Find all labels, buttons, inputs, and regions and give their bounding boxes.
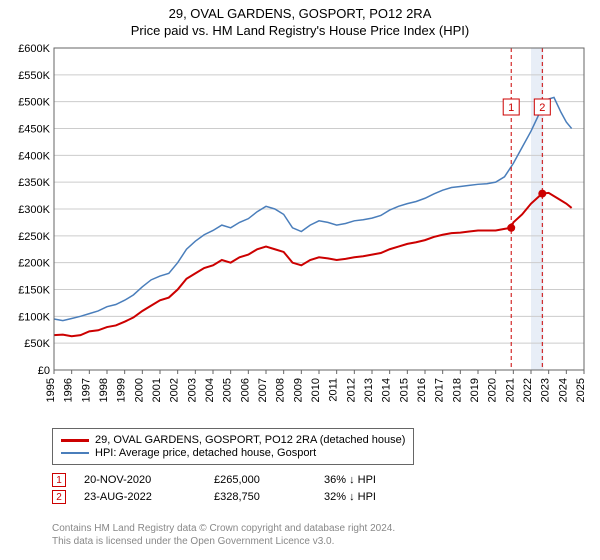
legend-text-1: HPI: Average price, detached house, Gosp…	[95, 447, 316, 459]
legend-item-0: 29, OVAL GARDENS, GOSPORT, PO12 2RA (det…	[61, 434, 405, 446]
svg-text:2001: 2001	[151, 378, 163, 402]
pct-val-1: 32%	[324, 491, 346, 503]
pct-vs-0: HPI	[358, 474, 376, 486]
svg-text:2000: 2000	[133, 378, 145, 402]
svg-text:£200K: £200K	[18, 258, 50, 270]
svg-text:2011: 2011	[328, 378, 340, 402]
svg-text:2007: 2007	[257, 378, 269, 402]
svg-text:1995: 1995	[45, 378, 57, 402]
svg-text:£0: £0	[38, 365, 50, 377]
svg-text:2008: 2008	[275, 378, 287, 402]
svg-text:£600K: £600K	[18, 44, 50, 55]
chart-svg: £0 £50K £100K £150K £200K £250K £300K £350K £400…	[10, 44, 590, 414]
chart-container: 29, OVAL GARDENS, GOSPORT, PO12 2RA Pric…	[0, 0, 600, 560]
svg-text:£550K: £550K	[18, 70, 50, 82]
legend-swatch-1	[61, 452, 89, 454]
svg-text:2003: 2003	[186, 378, 198, 402]
transaction-date-0: 20-NOV-2020	[84, 474, 214, 486]
svg-text:2021: 2021	[504, 378, 516, 402]
transaction-pct-0: 36% ↓ HPI	[324, 474, 414, 486]
svg-text:£150K: £150K	[18, 285, 50, 297]
svg-text:2018: 2018	[451, 378, 463, 402]
svg-text:2023: 2023	[540, 378, 552, 402]
title-sub: Price paid vs. HM Land Registry's House …	[0, 23, 600, 38]
svg-text:2: 2	[539, 102, 545, 114]
transaction-marker-1: 2	[52, 490, 66, 504]
svg-text:2010: 2010	[310, 378, 322, 402]
svg-text:1998: 1998	[98, 378, 110, 402]
svg-text:2005: 2005	[222, 378, 234, 402]
pct-arrow-0: ↓	[349, 474, 355, 486]
svg-text:£50K: £50K	[24, 338, 50, 350]
svg-text:£500K: £500K	[18, 97, 50, 109]
footer: Contains HM Land Registry data © Crown c…	[52, 522, 395, 548]
svg-text:£450K: £450K	[18, 124, 50, 136]
svg-text:2012: 2012	[345, 378, 357, 402]
svg-text:£250K: £250K	[18, 231, 50, 243]
table-row: 1 20-NOV-2020 £265,000 36% ↓ HPI	[52, 473, 414, 487]
transaction-marker-0-label: 1	[56, 475, 62, 486]
svg-text:2009: 2009	[292, 378, 304, 402]
title-main: 29, OVAL GARDENS, GOSPORT, PO12 2RA	[0, 6, 600, 21]
transaction-pct-1: 32% ↓ HPI	[324, 491, 414, 503]
svg-text:2002: 2002	[169, 378, 181, 402]
svg-text:2006: 2006	[239, 378, 251, 402]
svg-text:2025: 2025	[575, 378, 587, 402]
legend-text-0: 29, OVAL GARDENS, GOSPORT, PO12 2RA (det…	[95, 434, 405, 446]
legend-swatch-0	[61, 439, 89, 442]
svg-text:2020: 2020	[487, 378, 499, 402]
transaction-marker-0: 1	[52, 473, 66, 487]
svg-text:£350K: £350K	[18, 177, 50, 189]
footer-line-1: Contains HM Land Registry data © Crown c…	[52, 522, 395, 535]
svg-text:£100K: £100K	[18, 311, 50, 323]
svg-text:£400K: £400K	[18, 150, 50, 162]
transaction-marker-1-label: 2	[56, 492, 62, 503]
svg-text:2014: 2014	[381, 378, 393, 402]
chart-area: £0 £50K £100K £150K £200K £250K £300K £350K £400…	[10, 44, 590, 414]
transaction-price-1: £328,750	[214, 491, 324, 503]
svg-text:2019: 2019	[469, 378, 481, 402]
svg-text:2013: 2013	[363, 378, 375, 402]
svg-text:2017: 2017	[434, 378, 446, 402]
legend: 29, OVAL GARDENS, GOSPORT, PO12 2RA (det…	[52, 428, 414, 465]
transaction-price-0: £265,000	[214, 474, 324, 486]
pct-val-0: 36%	[324, 474, 346, 486]
svg-text:1999: 1999	[116, 378, 128, 402]
transaction-date-1: 23-AUG-2022	[84, 491, 214, 503]
table-row: 2 23-AUG-2022 £328,750 32% ↓ HPI	[52, 490, 414, 504]
svg-text:£300K: £300K	[18, 204, 50, 216]
transactions-table: 1 20-NOV-2020 £265,000 36% ↓ HPI 2 23-AU…	[52, 470, 414, 507]
legend-item-1: HPI: Average price, detached house, Gosp…	[61, 447, 405, 459]
svg-text:2004: 2004	[204, 378, 216, 402]
svg-text:2022: 2022	[522, 378, 534, 402]
titles: 29, OVAL GARDENS, GOSPORT, PO12 2RA Pric…	[0, 0, 600, 38]
footer-line-2: This data is licensed under the Open Gov…	[52, 535, 395, 548]
svg-text:1: 1	[508, 102, 514, 114]
svg-text:2016: 2016	[416, 378, 428, 402]
pct-vs-1: HPI	[358, 491, 376, 503]
svg-text:1997: 1997	[80, 378, 92, 402]
pct-arrow-1: ↓	[349, 491, 355, 503]
svg-text:2015: 2015	[398, 378, 410, 402]
svg-text:2024: 2024	[557, 378, 569, 402]
svg-text:1996: 1996	[63, 378, 75, 402]
